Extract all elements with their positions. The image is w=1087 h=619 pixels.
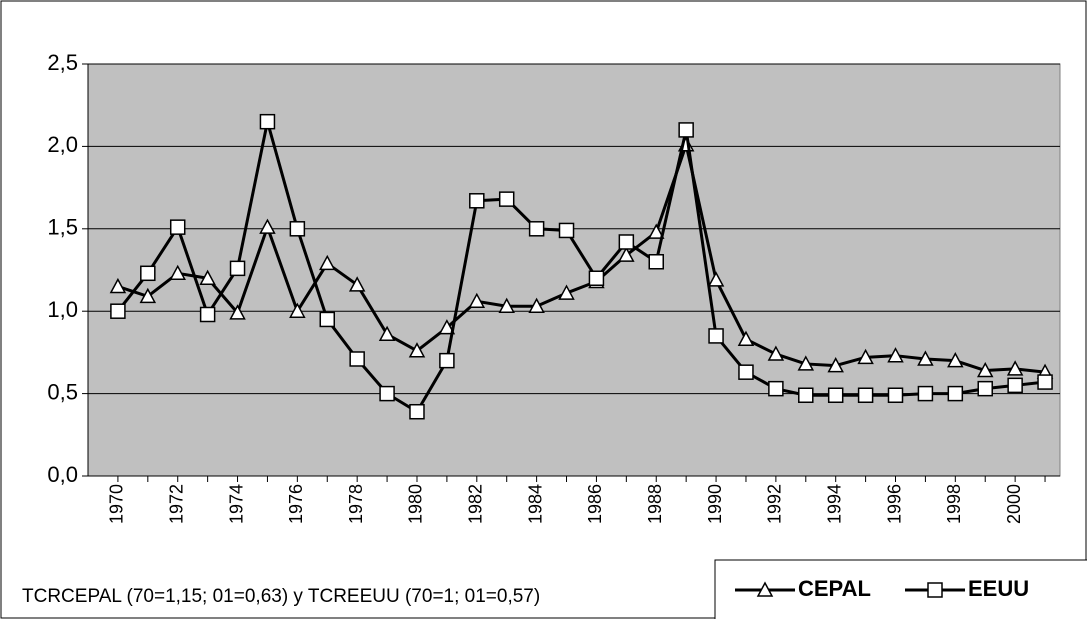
x-tick-label: 1970 bbox=[107, 484, 127, 524]
marker bbox=[797, 355, 815, 371]
marker bbox=[468, 292, 486, 309]
marker bbox=[917, 385, 934, 402]
marker bbox=[827, 387, 844, 403]
marker bbox=[199, 306, 216, 323]
marker bbox=[140, 265, 156, 282]
x-tick-label: 1986 bbox=[585, 484, 605, 524]
marker bbox=[289, 302, 306, 318]
marker bbox=[1037, 374, 1053, 390]
marker bbox=[977, 380, 993, 397]
marker bbox=[169, 219, 186, 235]
marker bbox=[348, 276, 366, 292]
marker bbox=[319, 311, 336, 328]
marker bbox=[1006, 360, 1024, 376]
y-tick-label: 0,5 bbox=[47, 379, 78, 404]
marker bbox=[887, 387, 904, 403]
x-tick-label: 1976 bbox=[286, 484, 306, 524]
marker bbox=[1007, 377, 1023, 394]
legend-label: EEUU bbox=[968, 576, 1029, 601]
x-tick-label: 1988 bbox=[645, 484, 665, 524]
y-tick-label: 1,0 bbox=[47, 297, 78, 322]
marker bbox=[857, 348, 874, 365]
x-tick-label: 1982 bbox=[466, 484, 486, 524]
marker bbox=[887, 347, 904, 363]
marker bbox=[648, 254, 664, 270]
x-tick-label: 1978 bbox=[346, 484, 366, 524]
chart-caption: TCRCEPAL (70=1,15; 01=0,63) y TCREEUU (7… bbox=[22, 586, 540, 607]
marker bbox=[678, 122, 694, 138]
marker bbox=[768, 380, 784, 397]
marker bbox=[319, 254, 336, 271]
marker bbox=[469, 193, 485, 209]
legend-label: CEPAL bbox=[798, 576, 871, 601]
y-tick-label: 1,5 bbox=[47, 215, 78, 240]
x-tick-label: 1974 bbox=[226, 484, 246, 524]
marker bbox=[199, 269, 216, 285]
marker bbox=[618, 234, 635, 250]
marker bbox=[229, 304, 246, 320]
marker bbox=[349, 351, 365, 367]
marker bbox=[737, 330, 755, 346]
marker bbox=[139, 287, 157, 304]
marker bbox=[528, 297, 545, 314]
y-tick-label: 2,5 bbox=[47, 50, 78, 75]
legend-marker bbox=[756, 581, 774, 597]
marker bbox=[558, 222, 575, 239]
marker bbox=[647, 223, 665, 239]
marker bbox=[947, 385, 964, 402]
marker bbox=[917, 350, 934, 366]
marker bbox=[947, 352, 964, 368]
x-tick-label: 1980 bbox=[406, 484, 426, 524]
marker bbox=[289, 221, 306, 237]
marker bbox=[767, 345, 785, 361]
marker bbox=[169, 264, 186, 281]
marker bbox=[109, 277, 127, 294]
x-tick-label: 1998 bbox=[944, 484, 964, 524]
marker bbox=[439, 352, 455, 369]
legend-marker bbox=[927, 582, 943, 598]
x-tick-label: 1984 bbox=[525, 484, 545, 524]
x-tick-label: 1992 bbox=[765, 484, 785, 524]
marker bbox=[110, 303, 126, 319]
marker bbox=[738, 364, 754, 380]
marker bbox=[618, 246, 635, 262]
marker bbox=[378, 325, 396, 342]
x-tick-label: 1972 bbox=[166, 484, 186, 524]
marker bbox=[707, 271, 725, 287]
marker bbox=[558, 284, 575, 300]
x-tick-label: 1996 bbox=[884, 484, 904, 524]
marker bbox=[498, 191, 515, 207]
plot-area bbox=[87, 63, 1061, 477]
marker bbox=[798, 387, 814, 403]
x-tick-label: 1990 bbox=[705, 484, 725, 524]
marker bbox=[857, 387, 874, 403]
marker bbox=[259, 113, 276, 130]
y-tick-label: 2,0 bbox=[47, 132, 78, 157]
marker bbox=[408, 342, 426, 358]
marker bbox=[498, 297, 515, 314]
marker bbox=[409, 403, 425, 420]
marker bbox=[379, 385, 395, 402]
marker bbox=[827, 357, 844, 373]
marker bbox=[708, 328, 724, 344]
marker bbox=[976, 361, 994, 378]
x-tick-label: 1994 bbox=[824, 484, 844, 524]
series-line bbox=[117, 143, 1046, 374]
marker bbox=[259, 218, 276, 234]
x-tick-label: 2000 bbox=[1004, 484, 1024, 524]
marker bbox=[588, 270, 605, 286]
marker bbox=[229, 260, 246, 277]
marker bbox=[438, 319, 456, 335]
marker bbox=[528, 221, 545, 237]
y-tick-label: 0,0 bbox=[47, 462, 78, 487]
